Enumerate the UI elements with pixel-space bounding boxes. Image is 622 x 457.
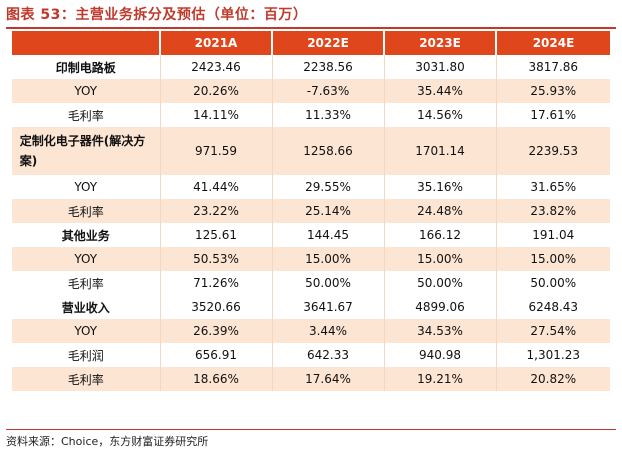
table-cell: 50.53% xyxy=(159,247,272,271)
table-cell: 14.11% xyxy=(159,103,272,127)
table-cell: 17.61% xyxy=(495,103,610,127)
table-cell: 1,301.23 xyxy=(495,343,610,367)
table-cell: 191.04 xyxy=(495,223,610,247)
table-cell: 14.56% xyxy=(383,103,496,127)
table-cell: 2238.56 xyxy=(271,55,384,79)
table-cell: 50.00% xyxy=(271,271,384,295)
row-label: 定制化电子器件(解决方案) xyxy=(19,134,146,168)
row-label: 印制电路板 xyxy=(55,60,116,75)
table-cell: 940.98 xyxy=(383,343,496,367)
table-cell: -7.63% xyxy=(271,79,384,103)
table-cell: 24.48% xyxy=(383,199,496,223)
table-cell: 1258.66 xyxy=(271,127,384,175)
table-row: YOY 50.53% 15.00% 15.00% 15.00% xyxy=(12,247,610,271)
row-label: 毛利率 xyxy=(67,276,104,291)
table-row: YOY 41.44% 29.55% 35.16% 31.65% xyxy=(12,175,610,199)
table-cell: 31.65% xyxy=(495,175,610,199)
table-cell: 35.44% xyxy=(383,79,496,103)
table-row: 印制电路板 2423.46 2238.56 3031.80 3817.86 xyxy=(12,55,610,79)
header-cell-2024e: 2024E xyxy=(495,31,610,55)
table-row: 营业收入 3520.66 3641.67 4899.06 6248.43 xyxy=(12,295,610,319)
row-label-cell: 定制化电子器件(解决方案) xyxy=(12,127,160,175)
table-row: 毛利率 71.26% 50.00% 50.00% 50.00% xyxy=(12,271,610,295)
table-cell: 3817.86 xyxy=(495,55,610,79)
table-cell: 125.61 xyxy=(159,223,272,247)
table-cell: 6248.43 xyxy=(495,295,610,319)
row-label: 毛利润 xyxy=(67,348,104,363)
table-row: 其他业务 125.61 144.45 166.12 191.04 xyxy=(12,223,610,247)
table-cell: 144.45 xyxy=(271,223,384,247)
row-label: 毛利率 xyxy=(12,367,160,391)
table-cell: 35.16% xyxy=(383,175,496,199)
table-cell: 971.59 xyxy=(159,127,272,175)
business-breakdown-table: 2021A 2022E 2023E 2024E 印制电路板 2423.46 22… xyxy=(12,31,610,391)
table-cell: 50.00% xyxy=(495,271,610,295)
figure-title: 图表 53：主营业务拆分及预估（单位：百万） xyxy=(6,7,308,23)
table-cell: 4899.06 xyxy=(383,295,496,319)
table-cell: 26.39% xyxy=(159,319,272,343)
table-cell: 25.93% xyxy=(495,79,610,103)
table-cell: 3.44% xyxy=(271,319,384,343)
header-cell-label xyxy=(12,31,160,55)
table-cell: 20.82% xyxy=(495,367,610,391)
header-cell-2021a: 2021A xyxy=(159,31,272,55)
footer-divider xyxy=(6,429,616,430)
table-cell: 642.33 xyxy=(271,343,384,367)
table-cell: 17.64% xyxy=(271,367,384,391)
row-label: 其他业务 xyxy=(61,228,110,243)
source-note: 资料来源：Choice，东方财富证券研究所 xyxy=(6,435,209,448)
table-row: 定制化电子器件(解决方案) 971.59 1258.66 1701.14 223… xyxy=(12,127,610,175)
header-cell-2022e: 2022E xyxy=(271,31,384,55)
table-cell: 1701.14 xyxy=(383,127,496,175)
header-cell-2023e: 2023E xyxy=(383,31,496,55)
table-cell: 50.00% xyxy=(383,271,496,295)
table-cell: 3520.66 xyxy=(159,295,272,319)
table-row: 毛利润 656.91 642.33 940.98 1,301.23 xyxy=(12,343,610,367)
table-row: YOY 20.26% -7.63% 35.44% 25.93% xyxy=(12,79,610,103)
table-header-row: 2021A 2022E 2023E 2024E xyxy=(12,31,610,55)
table-row: YOY 26.39% 3.44% 34.53% 27.54% xyxy=(12,319,610,343)
table-cell: 71.26% xyxy=(159,271,272,295)
row-label: YOY xyxy=(12,319,160,343)
row-label: 毛利率 xyxy=(67,108,104,123)
table-cell: 2239.53 xyxy=(495,127,610,175)
table-row: 毛利率 23.22% 25.14% 24.48% 23.82% xyxy=(12,199,610,223)
table-cell: 41.44% xyxy=(159,175,272,199)
row-label: 营业收入 xyxy=(61,300,110,315)
table-row: 毛利率 14.11% 11.33% 14.56% 17.61% xyxy=(12,103,610,127)
table-cell: 19.21% xyxy=(383,367,496,391)
table-cell: 656.91 xyxy=(159,343,272,367)
row-label: YOY xyxy=(74,180,98,194)
table-cell: 3641.67 xyxy=(271,295,384,319)
table-cell: 15.00% xyxy=(383,247,496,271)
table-row: 毛利率 18.66% 17.64% 19.21% 20.82% xyxy=(12,367,610,391)
table-cell: 3031.80 xyxy=(383,55,496,79)
table-cell: 166.12 xyxy=(383,223,496,247)
table-cell: 23.22% xyxy=(159,199,272,223)
table-cell: 23.82% xyxy=(495,199,610,223)
table-cell: 29.55% xyxy=(271,175,384,199)
table-cell: 18.66% xyxy=(159,367,272,391)
table-cell: 20.26% xyxy=(159,79,272,103)
table-cell: 34.53% xyxy=(383,319,496,343)
table-cell: 27.54% xyxy=(495,319,610,343)
row-label: YOY xyxy=(12,247,160,271)
title-divider xyxy=(6,27,616,29)
table-cell: 15.00% xyxy=(495,247,610,271)
table-cell: 2423.46 xyxy=(159,55,272,79)
table-cell: 11.33% xyxy=(271,103,384,127)
table-cell: 25.14% xyxy=(271,199,384,223)
row-label: YOY xyxy=(12,79,160,103)
row-label: 毛利率 xyxy=(12,199,160,223)
table-cell: 15.00% xyxy=(271,247,384,271)
